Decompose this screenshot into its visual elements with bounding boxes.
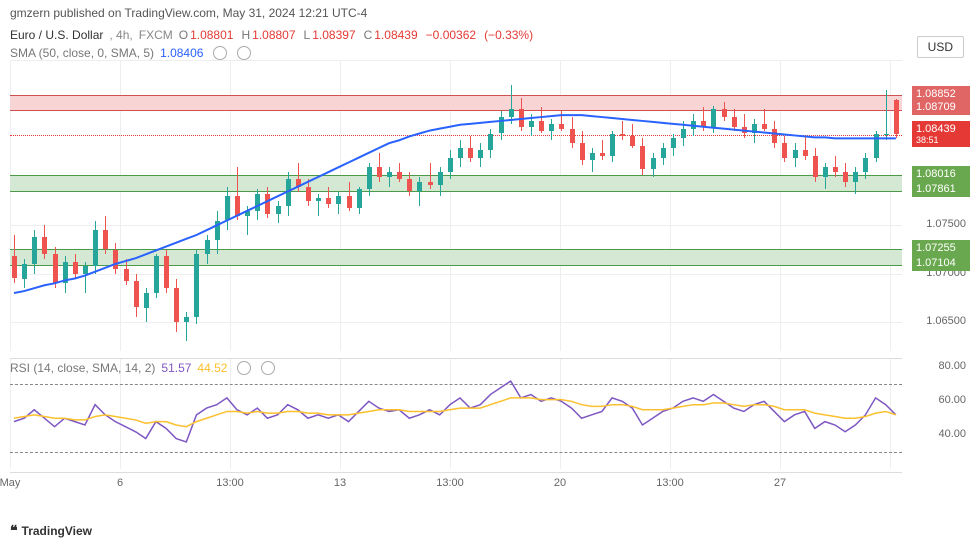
currency-button[interactable]: USD <box>917 36 964 58</box>
settings-icon[interactable] <box>213 46 227 60</box>
tradingview-logo[interactable]: ❝ TradingView <box>10 522 92 539</box>
symbol: Euro / U.S. Dollar <box>10 28 103 42</box>
rsi-label: RSI (14, close, SMA, 14, 2) 51.57 44.52 <box>10 361 275 375</box>
broker: FXCM <box>139 28 173 42</box>
rsi-axis[interactable]: 40.0060.0080.00 <box>912 358 970 468</box>
price-axis[interactable]: 1.070001.075001.065001.088521.087091.084… <box>912 60 970 350</box>
price-chart[interactable] <box>10 60 902 351</box>
visibility-icon[interactable] <box>237 46 251 60</box>
ohlc: O1.08801 H1.08807 L1.08397 C1.08439 −0.0… <box>179 28 533 42</box>
settings-icon[interactable] <box>237 361 251 375</box>
timeframe: , 4h, <box>109 28 132 42</box>
time-axis[interactable]: May613:001313:002013:0027 <box>10 472 902 495</box>
chart-title: Euro / U.S. Dollar , 4h, FXCM O1.08801 H… <box>0 26 970 44</box>
visibility-icon[interactable] <box>261 361 275 375</box>
rsi-chart[interactable]: RSI (14, close, SMA, 14, 2) 51.57 44.52 <box>10 358 902 469</box>
publish-header: gmzern published on TradingView.com, May… <box>0 0 970 26</box>
